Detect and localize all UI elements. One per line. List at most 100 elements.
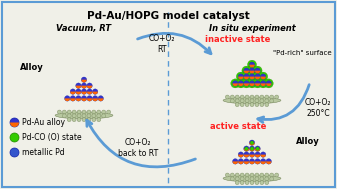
Wedge shape xyxy=(249,149,255,151)
Circle shape xyxy=(70,96,75,101)
Circle shape xyxy=(76,83,81,88)
Circle shape xyxy=(255,95,259,99)
Circle shape xyxy=(230,177,234,181)
Circle shape xyxy=(87,110,91,114)
Circle shape xyxy=(242,72,251,81)
Circle shape xyxy=(266,159,271,164)
Circle shape xyxy=(240,99,244,103)
Wedge shape xyxy=(81,98,87,101)
Wedge shape xyxy=(255,77,260,79)
Wedge shape xyxy=(249,77,255,79)
Circle shape xyxy=(235,103,239,107)
Circle shape xyxy=(255,152,260,157)
Wedge shape xyxy=(92,92,98,94)
Circle shape xyxy=(233,159,238,164)
Wedge shape xyxy=(244,83,249,86)
Wedge shape xyxy=(244,71,249,73)
Wedge shape xyxy=(255,71,260,73)
Wedge shape xyxy=(87,86,92,88)
Circle shape xyxy=(97,114,101,118)
Wedge shape xyxy=(249,65,255,67)
Circle shape xyxy=(242,66,251,75)
Wedge shape xyxy=(261,83,266,86)
Circle shape xyxy=(255,159,260,164)
Wedge shape xyxy=(249,143,255,145)
Circle shape xyxy=(270,99,274,103)
Wedge shape xyxy=(76,98,81,101)
Circle shape xyxy=(260,103,264,107)
Text: active state: active state xyxy=(210,122,266,131)
Circle shape xyxy=(265,177,269,181)
Circle shape xyxy=(270,173,274,177)
Text: Pd-CO (O) state: Pd-CO (O) state xyxy=(22,133,82,142)
Circle shape xyxy=(242,79,251,88)
FancyBboxPatch shape xyxy=(2,2,335,187)
Circle shape xyxy=(97,118,101,122)
Circle shape xyxy=(230,95,234,99)
Circle shape xyxy=(245,95,249,99)
Circle shape xyxy=(261,74,266,79)
Circle shape xyxy=(107,110,111,114)
Circle shape xyxy=(255,177,259,181)
Circle shape xyxy=(265,103,269,107)
Circle shape xyxy=(92,110,96,114)
Wedge shape xyxy=(261,155,266,157)
Wedge shape xyxy=(81,86,87,88)
Text: Pd-Au alloy: Pd-Au alloy xyxy=(22,118,65,127)
Circle shape xyxy=(10,148,19,157)
Circle shape xyxy=(245,103,249,107)
Wedge shape xyxy=(266,161,271,164)
Ellipse shape xyxy=(223,175,281,182)
Text: Alloy: Alloy xyxy=(20,63,44,72)
Ellipse shape xyxy=(55,112,113,119)
Circle shape xyxy=(82,118,86,122)
Circle shape xyxy=(57,110,61,114)
Circle shape xyxy=(76,89,81,94)
Wedge shape xyxy=(238,77,244,79)
Circle shape xyxy=(92,118,96,122)
Circle shape xyxy=(238,152,244,157)
Circle shape xyxy=(245,177,249,181)
Wedge shape xyxy=(233,83,238,86)
Wedge shape xyxy=(238,161,244,164)
Wedge shape xyxy=(81,80,87,82)
Circle shape xyxy=(260,177,264,181)
Circle shape xyxy=(255,181,259,185)
Wedge shape xyxy=(65,98,70,101)
Circle shape xyxy=(244,68,249,73)
Circle shape xyxy=(225,173,229,177)
Circle shape xyxy=(253,79,262,88)
Circle shape xyxy=(72,118,76,122)
Circle shape xyxy=(266,81,271,86)
Wedge shape xyxy=(249,71,255,73)
Circle shape xyxy=(65,96,70,101)
Circle shape xyxy=(249,68,255,73)
Wedge shape xyxy=(76,92,81,94)
Circle shape xyxy=(87,83,92,88)
Circle shape xyxy=(245,181,249,185)
Circle shape xyxy=(62,114,66,118)
Circle shape xyxy=(102,110,106,114)
Circle shape xyxy=(255,146,260,151)
Circle shape xyxy=(92,114,96,118)
Circle shape xyxy=(233,81,238,86)
Circle shape xyxy=(72,110,76,114)
Circle shape xyxy=(260,173,264,177)
Circle shape xyxy=(238,81,244,86)
Circle shape xyxy=(238,159,244,164)
Circle shape xyxy=(265,99,269,103)
Text: Alloy: Alloy xyxy=(296,137,320,146)
Wedge shape xyxy=(255,83,260,86)
Circle shape xyxy=(81,77,87,82)
Circle shape xyxy=(253,66,262,75)
Circle shape xyxy=(260,99,264,103)
Wedge shape xyxy=(249,155,255,157)
Circle shape xyxy=(249,146,255,151)
Wedge shape xyxy=(87,98,92,101)
Circle shape xyxy=(82,114,86,118)
Text: metallic Pd: metallic Pd xyxy=(22,148,65,157)
Text: Pd-Au/HOPG model catalyst: Pd-Au/HOPG model catalyst xyxy=(87,11,249,21)
Circle shape xyxy=(256,147,259,150)
Circle shape xyxy=(255,103,259,107)
Circle shape xyxy=(82,110,86,114)
